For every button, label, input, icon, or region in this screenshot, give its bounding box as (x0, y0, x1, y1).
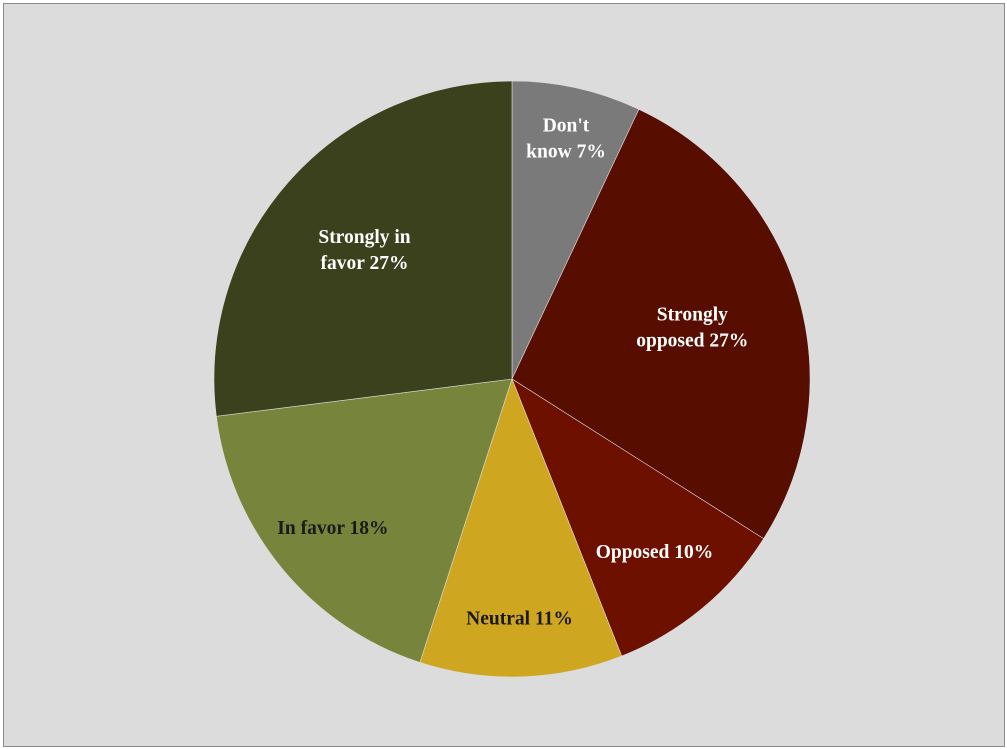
pie-chart: Don't know 7% Strongly opposed 27% Opposed 1… (213, 80, 811, 678)
slice-label-line: favor 27% (321, 253, 409, 274)
slice-label-line: Strongly (657, 305, 728, 326)
slice-label-line: Strongly in (318, 227, 410, 248)
slice-label-strongly-in-favor-27: Strongly in favor 27% (318, 227, 410, 274)
slice-label-line: Opposed 10% (596, 542, 714, 563)
slice-label-don-t-know-7: Don't know 7% (526, 116, 606, 163)
pie-slice-neutral-11 (419, 378, 623, 678)
slice-label-strongly-opposed-27: Strongly opposed 27% (636, 305, 748, 352)
pie-slice-in-favor-18 (216, 378, 513, 663)
chart-area: Don't know 7% Strongly opposed 27% Opposed 1… (3, 3, 1005, 747)
slice-label-in-favor-18: In favor 18% (277, 518, 388, 539)
pie-slice-strongly-in-favor-27 (213, 80, 513, 417)
pie-slice-strongly-opposed-27 (511, 108, 811, 540)
pie-slice-opposed-10 (511, 378, 765, 657)
slice-label-line: Don't (543, 116, 590, 137)
slice-label-line: know 7% (526, 142, 606, 163)
slice-label-line: Neutral 11% (466, 608, 573, 629)
slice-label-line: In favor 18% (277, 518, 388, 539)
slice-label-opposed-10: Opposed 10% (596, 542, 714, 563)
slice-label-neutral-11: Neutral 11% (466, 608, 573, 629)
slice-label-line: opposed 27% (636, 331, 748, 352)
pie-slice-don-t-know-7 (511, 80, 640, 380)
